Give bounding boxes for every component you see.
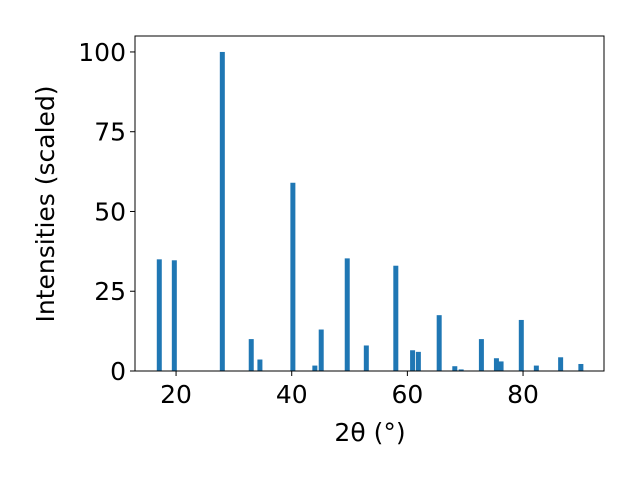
bar: [156, 259, 162, 371]
bar: [533, 365, 539, 371]
y-axis-label: Intensities (scaled): [31, 85, 60, 322]
bar: [257, 359, 263, 371]
x-axis-label: 2θ (°): [334, 418, 405, 447]
bar: [171, 260, 177, 371]
bar: [493, 358, 499, 371]
plot-frame: [134, 35, 605, 372]
bar: [578, 363, 584, 371]
bar: [436, 315, 442, 371]
bar: [344, 258, 350, 371]
bar: [363, 345, 369, 371]
x-tick-label: 80: [507, 380, 539, 409]
bar: [248, 339, 254, 371]
bar: [410, 350, 416, 371]
bar: [415, 351, 421, 371]
bar: [318, 329, 324, 371]
bar: [219, 51, 225, 371]
x-tick-label: 60: [391, 380, 423, 409]
y-tick-label: 100: [78, 38, 126, 67]
bar: [498, 361, 504, 371]
bar: [312, 365, 318, 371]
bar: [393, 265, 399, 371]
bar: [478, 339, 484, 371]
y-tick-label: 75: [94, 118, 126, 147]
bar: [558, 357, 564, 371]
y-tick-label: 0: [110, 357, 126, 386]
y-tick-label: 25: [94, 277, 126, 306]
y-tick-label: 50: [94, 197, 126, 226]
x-tick-label: 20: [160, 380, 192, 409]
x-tick-label: 40: [276, 380, 308, 409]
bar: [518, 319, 524, 371]
bar: [458, 369, 464, 371]
bar: [290, 182, 296, 371]
bar: [452, 366, 458, 371]
